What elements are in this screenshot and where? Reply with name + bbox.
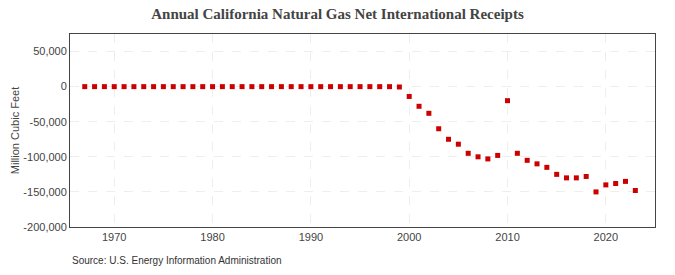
svg-text:Million Cubic Feet: Million Cubic Feet: [9, 87, 21, 174]
svg-text:1990: 1990: [299, 231, 323, 243]
svg-text:1970: 1970: [102, 231, 126, 243]
svg-text:2010: 2010: [495, 231, 519, 243]
svg-text:-150,000: -150,000: [23, 186, 66, 198]
svg-text:0: 0: [61, 80, 67, 92]
svg-text:2020: 2020: [594, 231, 618, 243]
svg-text:1980: 1980: [200, 231, 224, 243]
svg-text:Annual California Natural Gas: Annual California Natural Gas Net Intern…: [151, 6, 524, 22]
svg-text:50,000: 50,000: [33, 45, 67, 57]
svg-text:Source: U.S. Energy Informatio: Source: U.S. Energy Information Administ…: [72, 255, 282, 266]
svg-text:2000: 2000: [397, 231, 421, 243]
svg-text:-100,000: -100,000: [23, 151, 66, 163]
svg-text:-50,000: -50,000: [29, 116, 66, 128]
svg-text:-200,000: -200,000: [23, 221, 66, 233]
